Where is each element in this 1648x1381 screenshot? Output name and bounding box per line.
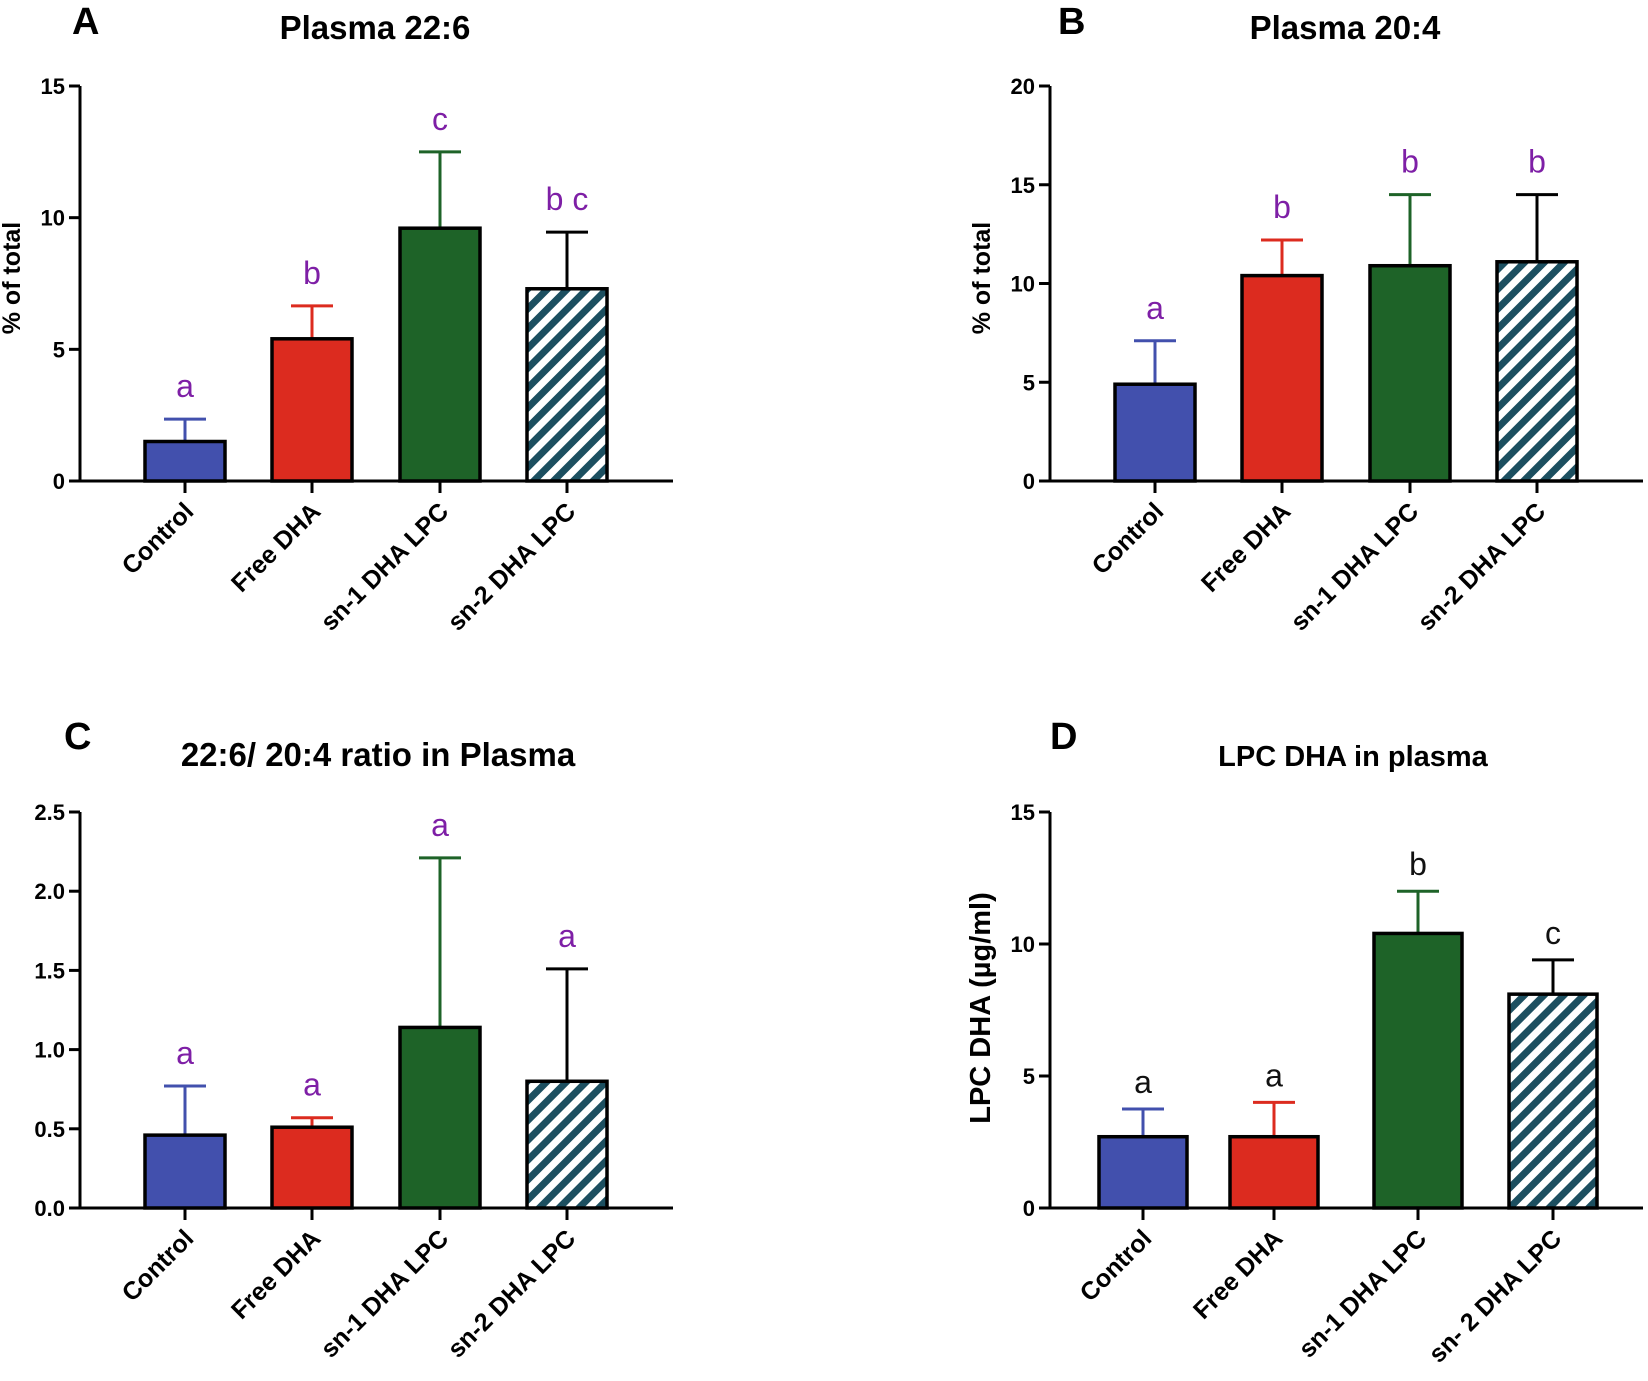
y-tick-label-b: 15 bbox=[1011, 173, 1035, 198]
category-label-d: Free DHA bbox=[1188, 1224, 1288, 1324]
plot-area-c: 0.0 0.5 1.0 1.5 2.0 2.5 Control a Free DHA a sn-1 … bbox=[34, 800, 673, 1363]
y-axis-label-b: % of total bbox=[968, 222, 996, 335]
significance-label-b: a bbox=[1146, 290, 1164, 326]
significance-label-c: a bbox=[176, 1035, 194, 1071]
category-label-d: sn- 2 DHA LPC bbox=[1423, 1224, 1567, 1368]
chart-title-d: LPC DHA in plasma bbox=[1218, 741, 1489, 773]
bar-c-3 bbox=[398, 1025, 482, 1210]
category-label-b: Free DHA bbox=[1196, 497, 1296, 597]
bar-b-2 bbox=[1240, 273, 1324, 483]
bar-d-4 bbox=[1507, 992, 1599, 1210]
category-label-d: Control bbox=[1075, 1224, 1158, 1307]
panel-letter-a: A bbox=[72, 1, 99, 43]
category-label-d: sn-1 DHA LPC bbox=[1293, 1224, 1432, 1363]
significance-label-a: b c bbox=[546, 181, 589, 217]
y-tick-label-d: 5 bbox=[1023, 1064, 1035, 1089]
category-label-c: Free DHA bbox=[226, 1224, 326, 1324]
panel-a: A Plasma 22:6 % of total 0 5 10 15 Control a F… bbox=[0, 1, 673, 636]
y-tick-label-c: 2.0 bbox=[34, 879, 65, 904]
y-tick-label-d: 0 bbox=[1023, 1196, 1035, 1221]
significance-label-b: b bbox=[1401, 144, 1419, 180]
y-tick-label-a: 0 bbox=[53, 469, 65, 494]
significance-label-c: a bbox=[558, 918, 576, 954]
y-tick-label-a: 10 bbox=[41, 206, 65, 231]
bar-b-3 bbox=[1368, 263, 1452, 483]
significance-label-a: b bbox=[303, 255, 321, 291]
panel-d: D LPC DHA in plasma LPC DHA (µg/ml) 0 5 10… bbox=[965, 716, 1643, 1368]
category-label-b: sn-1 DHA LPC bbox=[1285, 497, 1424, 636]
y-tick-label-c: 2.5 bbox=[34, 800, 65, 825]
category-label-a: Free DHA bbox=[226, 497, 326, 597]
bar-c-4 bbox=[525, 1079, 609, 1210]
bar-a-3 bbox=[398, 226, 482, 483]
y-tick-label-c: 0.5 bbox=[34, 1117, 65, 1142]
significance-label-c: a bbox=[431, 807, 449, 843]
significance-label-b: b bbox=[1528, 144, 1546, 180]
y-tick-label-c: 1.0 bbox=[34, 1038, 65, 1063]
plot-area-b: 0 5 10 15 20 Control a Free DHA b sn-1 DHA LPC b sn… bbox=[1011, 74, 1643, 636]
panel-b: B Plasma 20:4 % of total 0 5 10 15 20 Control… bbox=[968, 1, 1643, 636]
category-label-a: sn-1 DHA LPC bbox=[315, 497, 454, 636]
bar-d-1 bbox=[1097, 1134, 1189, 1210]
y-tick-label-b: 10 bbox=[1011, 272, 1035, 297]
chart-title-b: Plasma 20:4 bbox=[1250, 9, 1441, 46]
y-axis-label-d: LPC DHA (µg/ml) bbox=[965, 892, 997, 1124]
category-label-c: sn-1 DHA LPC bbox=[315, 1224, 454, 1363]
category-label-b: sn-2 DHA LPC bbox=[1412, 497, 1551, 636]
category-label-c: sn-2 DHA LPC bbox=[442, 1224, 581, 1363]
category-label-c: Control bbox=[117, 1224, 200, 1307]
panel-c: C 22:6/ 20:4 ratio in Plasma 0.0 0.5 1.0 1.… bbox=[34, 716, 673, 1363]
plot-area-a: 0 5 10 15 Control a Free DHA b sn-1 DHA LPC c sn-2… bbox=[41, 74, 673, 636]
category-label-b: Control bbox=[1087, 497, 1170, 580]
y-tick-label-a: 15 bbox=[41, 74, 65, 99]
y-tick-label-b: 0 bbox=[1023, 469, 1035, 494]
significance-label-b: b bbox=[1273, 189, 1291, 225]
y-tick-label-d: 10 bbox=[1011, 932, 1035, 957]
panel-letter-d: D bbox=[1050, 716, 1077, 758]
bar-b-1 bbox=[1113, 382, 1197, 483]
bar-d-2 bbox=[1228, 1134, 1320, 1210]
y-tick-label-c: 0.0 bbox=[34, 1196, 65, 1221]
y-tick-label-b: 20 bbox=[1011, 74, 1035, 99]
y-axis-label-a: % of total bbox=[0, 222, 26, 335]
bar-d-3 bbox=[1372, 931, 1464, 1210]
significance-label-d: a bbox=[1265, 1057, 1283, 1093]
significance-label-a: c bbox=[432, 101, 448, 137]
panel-letter-b: B bbox=[1058, 1, 1085, 43]
chart-title-c: 22:6/ 20:4 ratio in Plasma bbox=[181, 736, 576, 773]
plot-area-d: 0 5 10 15 Control a Free DHA a sn-1 DHA LPC b sn- … bbox=[1011, 800, 1643, 1368]
bar-a-1 bbox=[143, 439, 227, 483]
bar-a-2 bbox=[270, 337, 354, 483]
significance-label-d: c bbox=[1545, 915, 1561, 951]
bar-b-4 bbox=[1495, 260, 1579, 483]
y-tick-label-d: 15 bbox=[1011, 800, 1035, 825]
bar-a-4 bbox=[525, 287, 609, 483]
panel-letter-c: C bbox=[64, 716, 91, 758]
significance-label-d: a bbox=[1134, 1064, 1152, 1100]
bar-c-2 bbox=[270, 1125, 354, 1210]
significance-label-d: b bbox=[1409, 846, 1427, 882]
y-tick-label-b: 5 bbox=[1023, 370, 1035, 395]
chart-title-a: Plasma 22:6 bbox=[280, 9, 471, 46]
significance-label-a: a bbox=[176, 368, 194, 404]
bar-c-1 bbox=[143, 1133, 227, 1210]
category-label-a: sn-2 DHA LPC bbox=[442, 497, 581, 636]
y-tick-label-a: 5 bbox=[53, 337, 65, 362]
category-label-a: Control bbox=[117, 497, 200, 580]
y-tick-label-c: 1.5 bbox=[34, 958, 65, 983]
significance-label-c: a bbox=[303, 1067, 321, 1103]
